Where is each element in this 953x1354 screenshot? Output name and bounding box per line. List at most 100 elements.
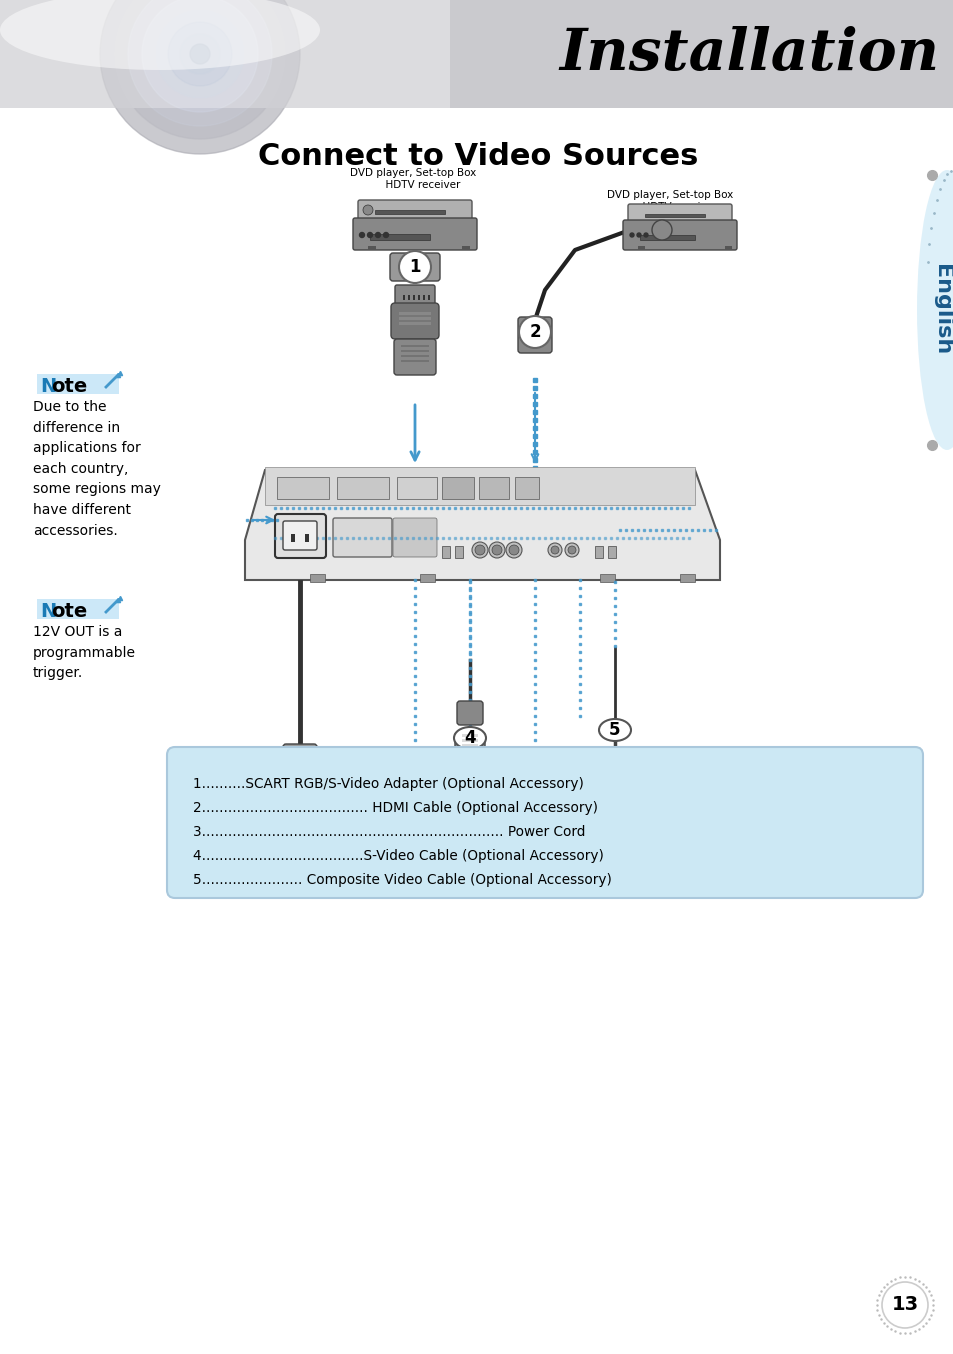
FancyBboxPatch shape (396, 477, 436, 500)
Bar (422, 295, 424, 301)
Text: 12V OUT is a
programmable
trigger.: 12V OUT is a programmable trigger. (33, 626, 136, 680)
Circle shape (465, 799, 474, 807)
Bar (599, 574, 615, 582)
FancyBboxPatch shape (456, 701, 482, 724)
FancyBboxPatch shape (333, 519, 392, 556)
Circle shape (475, 546, 484, 555)
Circle shape (168, 22, 232, 87)
Ellipse shape (916, 171, 953, 450)
FancyBboxPatch shape (391, 303, 438, 338)
Bar (400, 349, 429, 352)
Circle shape (651, 848, 661, 858)
Circle shape (629, 233, 634, 237)
Bar (575, 849, 639, 853)
Circle shape (100, 0, 299, 154)
Bar (291, 812, 294, 821)
Circle shape (367, 233, 372, 237)
FancyBboxPatch shape (393, 519, 436, 556)
FancyBboxPatch shape (390, 253, 439, 282)
Bar (408, 295, 410, 301)
Bar (0, 0, 953, 108)
Circle shape (551, 546, 558, 554)
Bar (461, 246, 470, 250)
FancyBboxPatch shape (515, 477, 538, 500)
Text: S-Video Output: S-Video Output (479, 810, 553, 821)
Bar (402, 295, 405, 301)
Bar (679, 574, 695, 582)
Bar (461, 734, 477, 737)
Bar (305, 812, 309, 821)
Bar (417, 295, 419, 301)
Bar (288, 846, 294, 856)
FancyBboxPatch shape (265, 467, 695, 505)
FancyBboxPatch shape (455, 733, 484, 764)
Bar (400, 360, 429, 362)
FancyBboxPatch shape (478, 477, 509, 500)
Circle shape (505, 542, 521, 558)
Circle shape (509, 546, 518, 555)
Text: 5: 5 (609, 720, 620, 739)
Circle shape (643, 233, 647, 237)
Circle shape (637, 233, 640, 237)
Bar (310, 574, 325, 582)
Circle shape (518, 315, 551, 348)
FancyBboxPatch shape (622, 219, 737, 250)
Circle shape (651, 219, 671, 240)
FancyBboxPatch shape (283, 743, 316, 779)
Bar (524, 332, 544, 334)
Bar (305, 533, 309, 542)
FancyBboxPatch shape (281, 792, 318, 833)
Bar (644, 214, 704, 217)
Bar (368, 246, 375, 250)
Bar (419, 574, 435, 582)
Bar (439, 829, 490, 833)
Circle shape (432, 830, 437, 835)
Bar (375, 210, 444, 214)
Ellipse shape (598, 719, 630, 741)
Text: English: English (931, 264, 951, 356)
Bar (595, 546, 602, 558)
FancyBboxPatch shape (37, 598, 119, 619)
FancyBboxPatch shape (562, 838, 666, 862)
Circle shape (142, 0, 257, 112)
Polygon shape (245, 470, 720, 580)
Bar (441, 546, 450, 558)
FancyBboxPatch shape (283, 521, 316, 550)
FancyBboxPatch shape (274, 515, 326, 558)
FancyBboxPatch shape (604, 766, 624, 789)
Bar (306, 846, 312, 856)
FancyBboxPatch shape (627, 204, 731, 223)
Text: Installation: Installation (559, 26, 939, 83)
Text: ote: ote (51, 603, 87, 621)
Bar (398, 311, 431, 315)
Circle shape (612, 819, 618, 825)
Circle shape (156, 9, 244, 97)
Circle shape (363, 204, 373, 215)
Bar (398, 317, 431, 320)
Text: N: N (40, 376, 56, 395)
Bar (724, 246, 731, 250)
Ellipse shape (454, 727, 485, 749)
Ellipse shape (0, 0, 319, 70)
Text: Video Output: Video Output (582, 835, 646, 845)
Bar (297, 806, 302, 812)
Bar (290, 765, 310, 768)
Circle shape (398, 250, 431, 283)
Bar (291, 533, 294, 542)
FancyBboxPatch shape (37, 374, 119, 394)
FancyBboxPatch shape (336, 477, 389, 500)
Text: Due to the
difference in
applications for
each country,
some regions may
have di: Due to the difference in applications fo… (33, 399, 161, 538)
Bar (413, 295, 415, 301)
Bar (524, 337, 544, 338)
Bar (638, 246, 644, 250)
Text: DVD player, Set-top Box
      HDTV receiver: DVD player, Set-top Box HDTV receiver (606, 190, 732, 211)
Ellipse shape (284, 789, 315, 811)
Circle shape (383, 233, 388, 237)
FancyBboxPatch shape (276, 477, 329, 500)
FancyBboxPatch shape (167, 747, 923, 898)
Polygon shape (365, 756, 479, 835)
Text: 1..........SCART RGB/S-Video Adapter (Optional Accessory): 1..........SCART RGB/S-Video Adapter (Op… (193, 777, 583, 791)
Bar (398, 322, 431, 325)
Text: 13: 13 (890, 1296, 918, 1315)
Bar (290, 760, 310, 764)
